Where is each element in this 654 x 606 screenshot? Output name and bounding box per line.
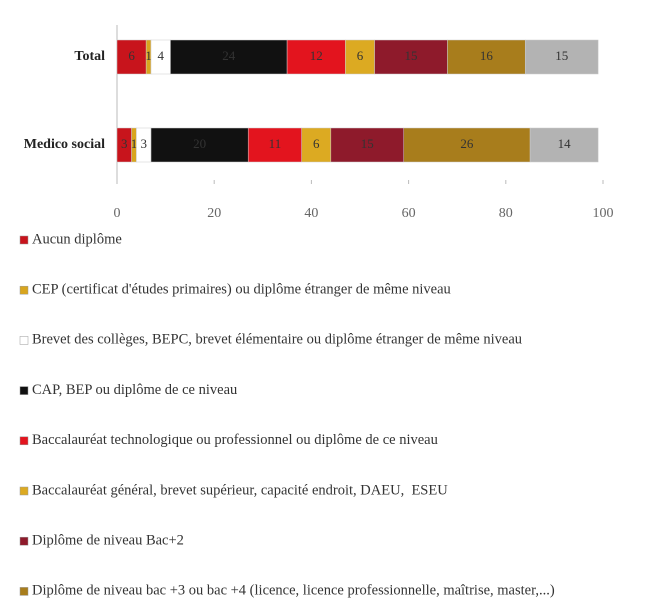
legend-swatch [19, 235, 29, 245]
bar-segment [330, 127, 404, 163]
bar-segment [345, 39, 375, 75]
legend-swatch [19, 285, 29, 295]
value-label: 16 [480, 48, 494, 63]
value-label: 15 [361, 136, 374, 151]
bar-segment [374, 39, 448, 75]
legend-label: CAP, BEP ou diplôme de ce niveau [32, 382, 237, 398]
value-label: 3 [121, 136, 128, 151]
bar-segment [524, 39, 599, 75]
category-label: Medico social [24, 137, 105, 152]
x-tick-label: 80 [499, 206, 513, 221]
value-label: 20 [193, 136, 206, 151]
x-tick-label: 60 [402, 206, 416, 221]
value-label: 4 [157, 48, 164, 63]
legend-label: CEP (certificat d'études primaires) ou d… [32, 282, 451, 298]
x-tick-label: 100 [593, 206, 614, 221]
x-tick-label: 0 [114, 206, 121, 221]
value-label: 12 [310, 48, 323, 63]
bar-segment [447, 39, 526, 75]
legend-swatch [19, 336, 29, 345]
legend-label: Baccalauréat général, brevet supérieur, … [32, 482, 448, 498]
value-label: 14 [558, 136, 572, 151]
bar-segment [116, 39, 147, 75]
x-tick-label: 40 [304, 206, 318, 221]
bar-segment [170, 39, 288, 75]
value-label: 15 [405, 48, 418, 63]
bar-segment [529, 127, 599, 163]
legend-label: Aucun diplôme [32, 231, 122, 247]
legend-swatch [19, 436, 29, 446]
bar-segment [403, 127, 531, 163]
legend-swatch [19, 386, 29, 395]
value-label: 1 [131, 136, 138, 151]
bar-segment [247, 127, 302, 163]
value-label: 11 [269, 136, 282, 151]
legend-label: Diplôme de niveau bac +3 ou bac +4 (lice… [32, 583, 555, 599]
legend-swatch [19, 536, 29, 546]
value-label: 6 [313, 136, 320, 151]
legend-label: Diplôme de niveau Bac+2 [32, 533, 184, 549]
legend-label: Brevet des collèges, BEPC, brevet élémen… [32, 332, 522, 348]
legend-swatch [19, 587, 29, 596]
value-label: 15 [555, 48, 568, 63]
category-label: Total [74, 49, 105, 64]
value-label: 1 [145, 48, 152, 63]
x-tick-label: 20 [207, 206, 221, 221]
value-label: 3 [140, 136, 147, 151]
bar-segment [286, 39, 346, 75]
bar-segment [150, 127, 249, 163]
value-label: 26 [460, 136, 474, 151]
legend-label: Baccalauréat technologique ou profession… [32, 432, 438, 448]
value-label: 24 [222, 48, 236, 63]
bar-segment [301, 127, 332, 163]
legend-swatch [19, 486, 29, 496]
value-label: 6 [357, 48, 364, 63]
value-label: 6 [128, 48, 135, 63]
